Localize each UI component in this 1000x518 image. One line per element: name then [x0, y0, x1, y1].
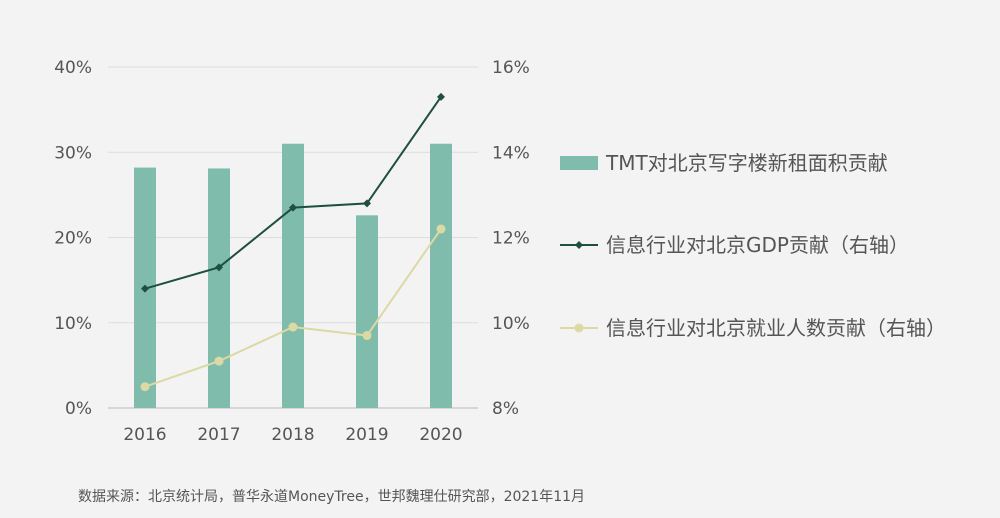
- right-tick-label: 14%: [492, 143, 530, 163]
- bar-series: [134, 143, 452, 408]
- bar: [208, 168, 230, 408]
- x-tick-label: 2020: [419, 425, 462, 445]
- data-point: [141, 284, 149, 293]
- legend-swatch: [560, 156, 598, 170]
- x-tick-label: 2017: [197, 425, 240, 445]
- legend-marker: [574, 323, 584, 333]
- legend-label: 信息行业对北京就业人数贡献（右轴）: [606, 316, 946, 340]
- bar: [430, 143, 452, 408]
- right-tick-label: 16%: [492, 58, 530, 78]
- legend-label: 信息行业对北京GDP贡献（右轴）: [606, 233, 909, 257]
- right-tick-label: 10%: [492, 314, 530, 334]
- data-point: [140, 382, 150, 392]
- legend-marker: [575, 241, 583, 249]
- data-point: [362, 331, 372, 341]
- data-point: [215, 263, 223, 272]
- left-tick-label: 0%: [65, 399, 92, 419]
- x-tick-label: 2016: [123, 425, 166, 445]
- x-axis-ticks: 2016 2017 2018 2019 2020: [123, 425, 462, 445]
- right-tick-label: 8%: [492, 399, 519, 419]
- x-tick-label: 2018: [271, 425, 314, 445]
- right-axis-ticks: 8% 10% 12% 14% 16%: [492, 58, 530, 419]
- legend-label: TMT对北京写字楼新租面积贡献: [605, 151, 888, 175]
- left-tick-label: 40%: [54, 58, 92, 78]
- left-tick-label: 30%: [54, 143, 92, 163]
- x-tick-label: 2019: [345, 425, 388, 445]
- right-tick-label: 12%: [492, 229, 530, 249]
- data-point: [214, 356, 224, 366]
- data-point: [288, 322, 298, 332]
- line-series: [140, 92, 446, 392]
- data-point: [289, 203, 297, 212]
- data-point: [437, 92, 445, 101]
- bar: [282, 143, 304, 408]
- data-point: [363, 199, 371, 208]
- data-point: [436, 224, 446, 234]
- bar: [356, 215, 378, 408]
- left-tick-label: 10%: [54, 314, 92, 334]
- left-axis-ticks: 0% 10% 20% 30% 40%: [54, 58, 92, 419]
- left-tick-label: 20%: [54, 229, 92, 249]
- source-note: 数据来源：北京统计局，普华永道MoneyTree，世邦魏理仕研究部，2021年1…: [78, 489, 586, 505]
